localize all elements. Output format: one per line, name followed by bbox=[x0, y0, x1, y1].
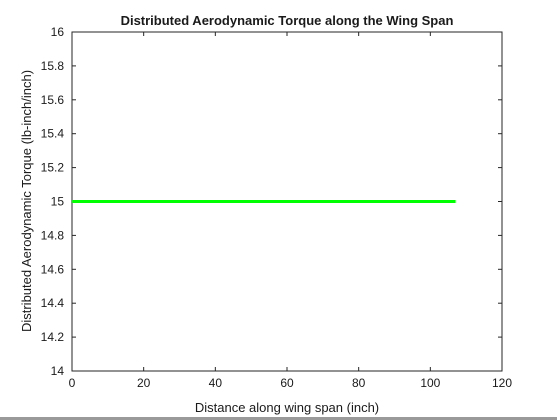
y-tick-label: 14.2 bbox=[41, 330, 65, 344]
y-tick-label: 16 bbox=[51, 25, 65, 39]
x-tick-label: 80 bbox=[352, 376, 366, 390]
x-tick-label: 20 bbox=[137, 376, 151, 390]
y-axis-label: Distributed Aerodynamic Torque (lb-inch/… bbox=[19, 70, 34, 332]
y-tick-label: 14.4 bbox=[41, 296, 65, 310]
chart-title: Distributed Aerodynamic Torque along the… bbox=[121, 13, 454, 28]
y-tick-label: 15.2 bbox=[41, 161, 65, 175]
x-tick-label: 100 bbox=[420, 376, 440, 390]
y-tick-label: 14.8 bbox=[41, 228, 65, 242]
x-tick-label: 0 bbox=[69, 376, 76, 390]
y-tick-label: 15.6 bbox=[41, 93, 65, 107]
y-axis-ticks: 14 14.2 14.4 14.6 14.8 15 15.2 15.4 15.6 15.8 16 bbox=[41, 25, 502, 378]
y-tick-label: 15.4 bbox=[41, 127, 65, 141]
x-tick-label: 120 bbox=[492, 376, 512, 390]
y-tick-label: 14.6 bbox=[41, 262, 65, 276]
y-tick-label: 14 bbox=[51, 364, 65, 378]
window-bottom-border bbox=[0, 417, 557, 420]
x-axis-label: Distance along wing span (inch) bbox=[195, 400, 379, 415]
y-tick-label: 15.8 bbox=[41, 59, 65, 73]
x-tick-label: 60 bbox=[280, 376, 294, 390]
x-axis-ticks: 0 20 40 60 80 100 120 bbox=[69, 32, 512, 390]
y-tick-label: 15 bbox=[51, 195, 65, 209]
x-tick-label: 40 bbox=[209, 376, 223, 390]
